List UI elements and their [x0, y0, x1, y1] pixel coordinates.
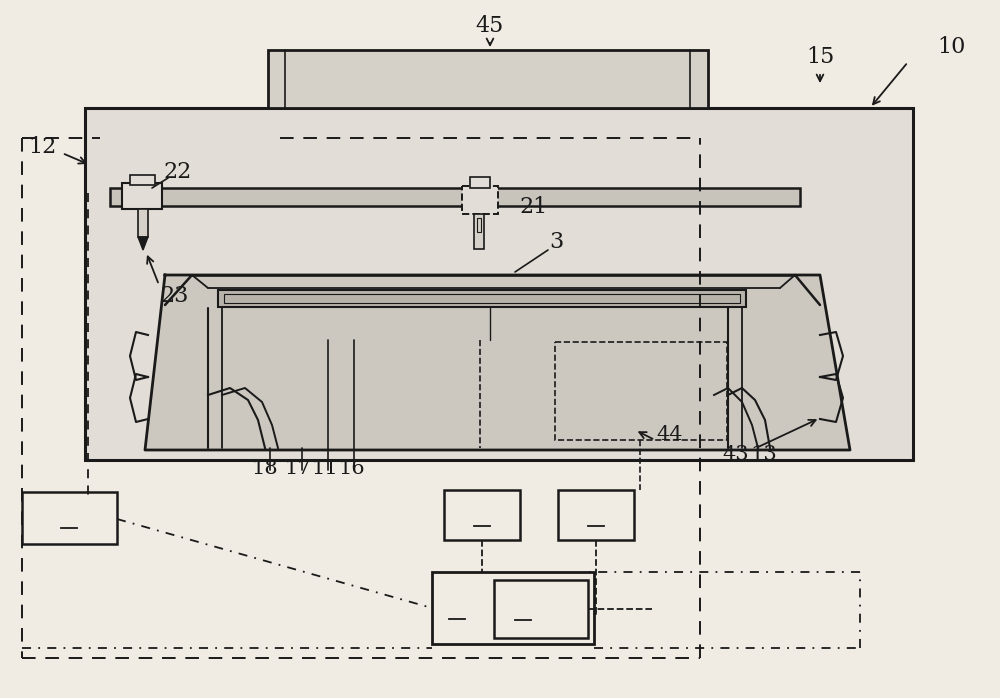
- Polygon shape: [138, 237, 148, 250]
- Bar: [85, 108, 913, 460]
- Text: 44: 44: [657, 426, 683, 445]
- Text: 15: 15: [806, 46, 834, 68]
- Text: 22: 22: [164, 161, 192, 183]
- Text: 17: 17: [285, 459, 311, 477]
- Bar: [218, 290, 746, 307]
- Bar: [110, 188, 800, 206]
- Bar: [432, 572, 594, 644]
- Text: 18: 18: [252, 459, 278, 477]
- Bar: [558, 490, 634, 540]
- Text: 23: 23: [161, 285, 189, 307]
- Bar: [22, 492, 117, 544]
- Bar: [268, 50, 708, 108]
- Text: 12: 12: [28, 136, 56, 158]
- Text: 43: 43: [723, 445, 749, 464]
- Text: 16: 16: [339, 459, 365, 477]
- Bar: [224, 294, 740, 303]
- Bar: [477, 218, 481, 232]
- Text: 11: 11: [312, 459, 338, 477]
- Text: 20: 20: [583, 505, 609, 524]
- Bar: [470, 177, 490, 188]
- Text: 21: 21: [520, 196, 548, 218]
- Bar: [474, 214, 484, 249]
- Text: 45: 45: [476, 15, 504, 37]
- Text: 10: 10: [938, 36, 966, 58]
- Text: 3: 3: [549, 231, 563, 253]
- Text: 46: 46: [510, 600, 536, 618]
- Text: 13: 13: [751, 445, 777, 464]
- Polygon shape: [145, 275, 850, 450]
- Bar: [138, 209, 148, 237]
- Bar: [444, 490, 520, 540]
- Text: 19: 19: [469, 505, 495, 524]
- Bar: [122, 183, 162, 209]
- Text: 24: 24: [56, 507, 82, 526]
- Bar: [130, 175, 155, 185]
- Bar: [462, 186, 498, 214]
- Bar: [555, 342, 727, 440]
- Bar: [494, 580, 588, 638]
- Text: 14: 14: [444, 598, 470, 618]
